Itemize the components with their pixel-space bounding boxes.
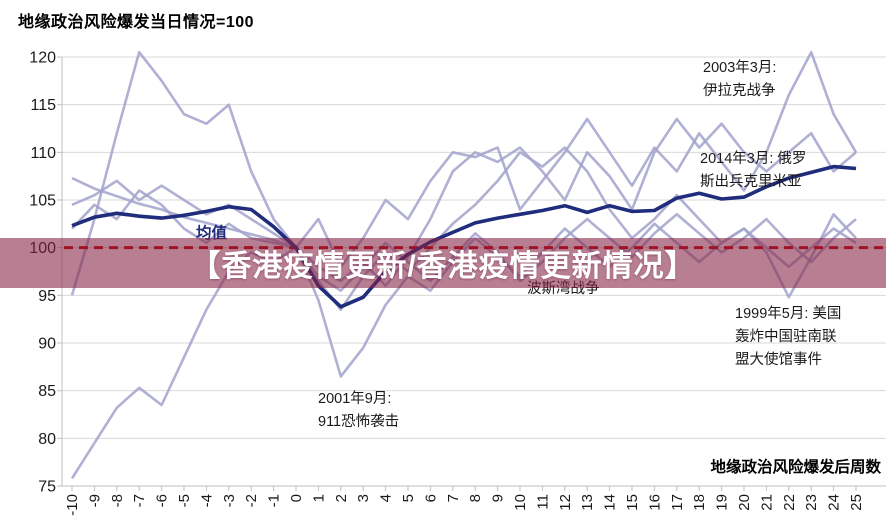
svg-text:0: 0 <box>288 494 305 502</box>
svg-text:115: 115 <box>30 97 56 114</box>
svg-text:80: 80 <box>38 431 56 448</box>
chart-title: 地缘政治风险爆发当日情况=100 <box>18 14 255 31</box>
svg-text:-8: -8 <box>109 494 126 507</box>
x-axis-title: 地缘政治风险爆发后周数 <box>710 457 881 476</box>
svg-text:1: 1 <box>310 494 327 502</box>
svg-text:16: 16 <box>646 494 663 511</box>
svg-text:20: 20 <box>736 494 753 511</box>
overlay-banner-text: 【香港疫情更新/香港疫情更新情况】 <box>190 250 696 283</box>
svg-text:-1: -1 <box>266 494 283 507</box>
svg-text:18: 18 <box>691 494 708 511</box>
svg-text:-3: -3 <box>221 494 238 507</box>
svg-text:105: 105 <box>29 193 56 210</box>
annotation-embassy: 盟大使馆事件 <box>735 351 822 368</box>
svg-text:9: 9 <box>490 494 507 502</box>
svg-text:75: 75 <box>38 479 56 496</box>
svg-text:-9: -9 <box>86 494 103 507</box>
svg-text:-4: -4 <box>198 494 215 507</box>
svg-text:-7: -7 <box>131 494 148 507</box>
annotation-iraq-war: 伊拉克战争 <box>703 81 776 99</box>
svg-text:3: 3 <box>355 494 372 502</box>
svg-text:120: 120 <box>29 50 56 67</box>
svg-text:15: 15 <box>624 494 641 511</box>
mean-label: 均值 <box>196 223 228 242</box>
annotation-crimea: 斯出兵克里米亚 <box>700 173 802 190</box>
svg-text:4: 4 <box>378 494 395 502</box>
annotation-iraq-war: 2003年3月: <box>703 59 776 76</box>
svg-text:17: 17 <box>669 494 686 511</box>
svg-text:12: 12 <box>557 494 574 511</box>
overlay-banner: 【香港疫情更新/香港疫情更新情况】 <box>0 238 886 288</box>
svg-text:10: 10 <box>512 494 529 511</box>
svg-text:21: 21 <box>758 494 775 511</box>
series-line <box>70 50 858 296</box>
svg-text:13: 13 <box>579 494 596 511</box>
svg-text:-6: -6 <box>154 494 171 507</box>
annotation-sep11: 2001年9月: <box>318 390 391 407</box>
svg-text:6: 6 <box>422 494 439 502</box>
svg-text:24: 24 <box>826 494 843 511</box>
annotation-sep11: 911恐怖袭击 <box>318 413 399 430</box>
svg-text:7: 7 <box>445 494 462 502</box>
svg-text:85: 85 <box>38 383 56 400</box>
svg-text:2: 2 <box>333 494 350 502</box>
svg-text:-5: -5 <box>176 494 193 507</box>
svg-text:-10: -10 <box>64 494 81 516</box>
annotation-embassy: 轰炸中国驻南联 <box>735 327 837 345</box>
svg-text:5: 5 <box>400 494 417 502</box>
annotation-crimea: 2014年3月: 俄罗 <box>700 150 806 167</box>
svg-text:-2: -2 <box>243 494 260 507</box>
svg-text:110: 110 <box>30 145 56 162</box>
svg-text:22: 22 <box>781 494 798 511</box>
svg-text:19: 19 <box>714 494 731 511</box>
annotation-embassy: 1999年5月: 美国 <box>735 305 841 322</box>
svg-text:14: 14 <box>602 494 619 511</box>
svg-text:25: 25 <box>848 494 865 511</box>
svg-text:8: 8 <box>467 494 484 502</box>
svg-text:90: 90 <box>38 336 56 353</box>
svg-text:95: 95 <box>38 288 56 305</box>
mean-series-line <box>71 164 857 309</box>
svg-text:23: 23 <box>803 494 820 511</box>
x-axis-labels: -10 -9 -8 -7 -6 -5 -4 -3 -2 -1 0 1 2 3 4 5 6 7 8 9 10 11 12 13 1… <box>64 494 865 516</box>
svg-text:11: 11 <box>534 494 551 510</box>
